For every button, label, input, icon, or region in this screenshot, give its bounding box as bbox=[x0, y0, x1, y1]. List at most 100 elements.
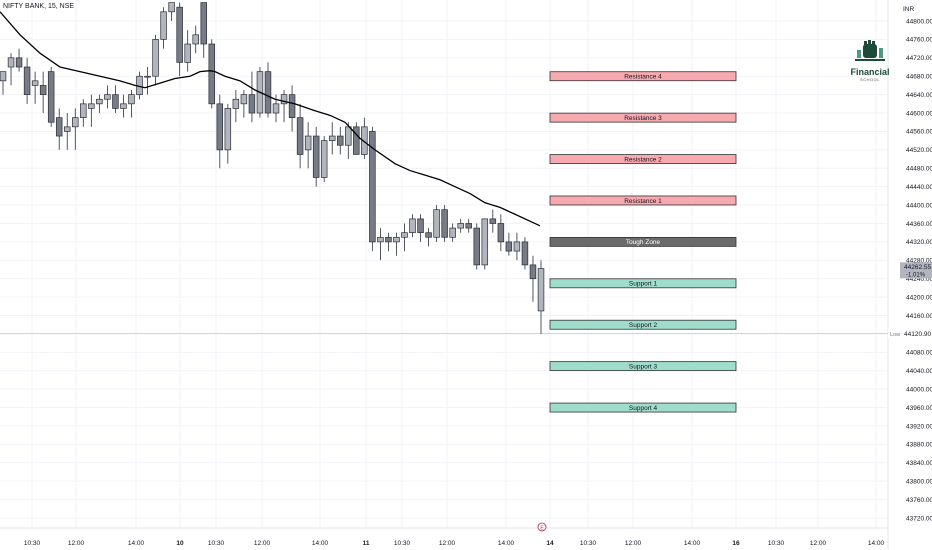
candle[interactable] bbox=[337, 135, 344, 146]
candle[interactable] bbox=[63, 126, 71, 132]
candle[interactable] bbox=[457, 223, 464, 229]
low-value: 44120.90 bbox=[904, 331, 931, 338]
candle[interactable] bbox=[425, 232, 432, 238]
level-label: Support 1 bbox=[629, 281, 658, 288]
price-tick-label: 43920.00 bbox=[906, 423, 932, 430]
level-resistance-2[interactable] bbox=[549, 154, 737, 164]
time-tick-label: 14:00 bbox=[868, 540, 885, 547]
candle[interactable] bbox=[449, 227, 456, 238]
symbol-title: NIFTY BANK, 15, NSE bbox=[3, 3, 75, 10]
candle[interactable] bbox=[401, 232, 408, 238]
time-tick-label: 10:30 bbox=[580, 540, 597, 547]
candle[interactable] bbox=[537, 268, 545, 312]
candle[interactable] bbox=[15, 57, 23, 68]
candle[interactable] bbox=[369, 131, 376, 243]
candle[interactable] bbox=[312, 135, 320, 178]
level-support-2[interactable] bbox=[549, 319, 737, 330]
price-tick-label: 44160.00 bbox=[906, 313, 932, 320]
candle[interactable] bbox=[272, 103, 280, 114]
candle[interactable] bbox=[23, 66, 31, 95]
level-tough-zone[interactable] bbox=[549, 236, 737, 247]
candle[interactable] bbox=[216, 103, 224, 151]
candle[interactable] bbox=[353, 126, 360, 155]
candle[interactable] bbox=[505, 241, 513, 252]
candle[interactable] bbox=[320, 140, 328, 178]
moving-average-line bbox=[0, 11, 541, 227]
price-tick-label: 44200.00 bbox=[906, 294, 932, 301]
time-tick-label: 12:00 bbox=[625, 540, 642, 547]
candle[interactable] bbox=[31, 80, 39, 86]
time-tick-label: 16 bbox=[732, 540, 740, 547]
candle[interactable] bbox=[385, 236, 392, 243]
candle[interactable] bbox=[304, 135, 312, 151]
candle[interactable] bbox=[361, 126, 368, 155]
candle[interactable] bbox=[441, 209, 448, 238]
level-resistance-3[interactable] bbox=[549, 112, 737, 123]
candle[interactable] bbox=[433, 209, 440, 238]
price-tick-label: 44360.00 bbox=[906, 221, 932, 228]
candle[interactable] bbox=[184, 43, 191, 63]
candle[interactable] bbox=[200, 2, 207, 45]
candle[interactable] bbox=[248, 94, 256, 114]
candle[interactable] bbox=[224, 108, 232, 151]
candle[interactable] bbox=[55, 117, 63, 137]
candle[interactable] bbox=[112, 94, 119, 109]
candle[interactable] bbox=[128, 94, 135, 105]
level-resistance-1[interactable] bbox=[549, 195, 737, 206]
level-resistance-4[interactable] bbox=[549, 71, 737, 82]
candle[interactable] bbox=[521, 241, 529, 266]
candle[interactable] bbox=[72, 117, 79, 128]
candle[interactable] bbox=[7, 57, 15, 68]
level-support-3[interactable] bbox=[549, 361, 737, 372]
level-support-1[interactable] bbox=[549, 278, 737, 289]
candle[interactable] bbox=[80, 103, 87, 118]
candle[interactable] bbox=[120, 103, 127, 109]
candle[interactable] bbox=[409, 218, 416, 234]
candle[interactable] bbox=[104, 94, 111, 100]
logo-name: Financial bbox=[850, 67, 890, 77]
candle[interactable] bbox=[232, 98, 240, 109]
event-marker-label: E bbox=[540, 525, 544, 531]
candle[interactable] bbox=[39, 85, 47, 95]
candle[interactable] bbox=[88, 103, 95, 109]
candle[interactable] bbox=[168, 2, 175, 13]
time-tick-label: 14:00 bbox=[128, 540, 145, 547]
candle[interactable] bbox=[513, 241, 521, 252]
candle[interactable] bbox=[473, 227, 481, 266]
candle[interactable] bbox=[345, 126, 352, 146]
candle[interactable] bbox=[240, 94, 248, 105]
candle[interactable] bbox=[160, 11, 167, 40]
candle[interactable] bbox=[208, 43, 216, 105]
candle[interactable] bbox=[481, 218, 489, 266]
candle[interactable] bbox=[465, 223, 472, 229]
price-tick-label: 44240.00 bbox=[906, 276, 932, 283]
candle[interactable] bbox=[377, 236, 384, 243]
candle[interactable] bbox=[529, 264, 537, 280]
time-tick-label: 12:00 bbox=[68, 540, 85, 547]
candle[interactable] bbox=[296, 117, 304, 155]
price-tick-label: 44040.00 bbox=[906, 368, 932, 375]
current-price-value: 44262.55 bbox=[904, 264, 931, 271]
candle[interactable] bbox=[96, 98, 103, 105]
event-marker-icon[interactable] bbox=[537, 522, 547, 532]
price-tick-label: 44400.00 bbox=[906, 202, 932, 209]
candle[interactable] bbox=[417, 218, 424, 234]
candle[interactable] bbox=[489, 218, 497, 224]
financial-school-logo: Financial SCHOOL bbox=[845, 40, 895, 92]
candle[interactable] bbox=[152, 39, 159, 77]
price-tick-label: 44680.00 bbox=[906, 74, 932, 81]
level-support-4[interactable] bbox=[549, 402, 737, 413]
candle[interactable] bbox=[264, 71, 272, 114]
candle[interactable] bbox=[176, 6, 183, 63]
price-tick-label: 44640.00 bbox=[906, 92, 932, 99]
candle[interactable] bbox=[47, 71, 55, 123]
candle[interactable] bbox=[0, 71, 7, 82]
candle[interactable] bbox=[144, 75, 151, 78]
candle[interactable] bbox=[393, 236, 400, 243]
candle[interactable] bbox=[192, 34, 199, 45]
candle[interactable] bbox=[288, 94, 296, 118]
candle[interactable] bbox=[280, 94, 288, 105]
candle[interactable] bbox=[328, 135, 336, 141]
candle[interactable] bbox=[497, 223, 505, 243]
